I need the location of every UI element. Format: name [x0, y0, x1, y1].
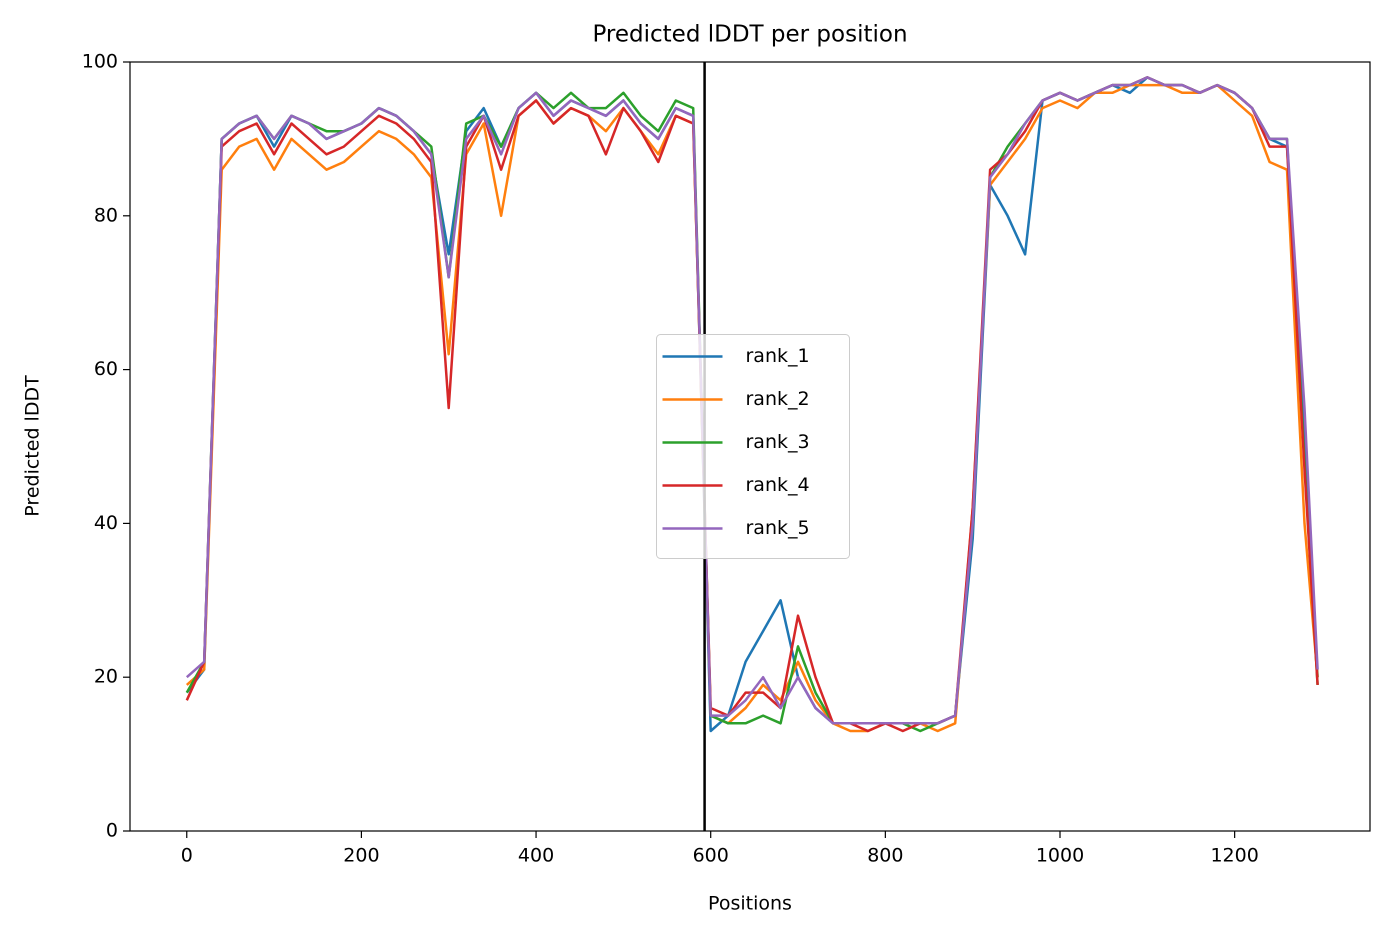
x-tick-label: 1200 — [1210, 845, 1258, 867]
legend-label: rank_5 — [746, 517, 810, 539]
x-tick-label: 400 — [518, 845, 554, 867]
x-tick-label: 1000 — [1036, 845, 1084, 867]
y-tick-label: 40 — [94, 512, 118, 534]
y-tick-label: 80 — [94, 204, 118, 226]
y-tick-label: 100 — [82, 51, 118, 73]
x-tick-label: 200 — [343, 845, 379, 867]
y-axis-label: Predicted lDDT — [22, 375, 44, 517]
series-line — [185, 76, 1319, 725]
plot-frame — [129, 61, 1371, 832]
legend-label: rank_3 — [746, 431, 810, 453]
x-tick-label: 600 — [693, 845, 729, 867]
chart-title: Predicted lDDT per position — [592, 22, 907, 48]
y-tick-label: 60 — [94, 358, 118, 380]
legend-label: rank_4 — [746, 474, 810, 496]
legend-box — [656, 334, 850, 559]
x-tick-label: 0 — [181, 845, 193, 867]
y-tick-label: 0 — [106, 820, 118, 842]
x-tick-label: 800 — [867, 845, 903, 867]
x-axis-label: Positions — [708, 893, 792, 915]
legend-label: rank_1 — [746, 345, 810, 367]
y-tick-label: 20 — [94, 666, 118, 688]
legend-label: rank_2 — [746, 388, 810, 410]
